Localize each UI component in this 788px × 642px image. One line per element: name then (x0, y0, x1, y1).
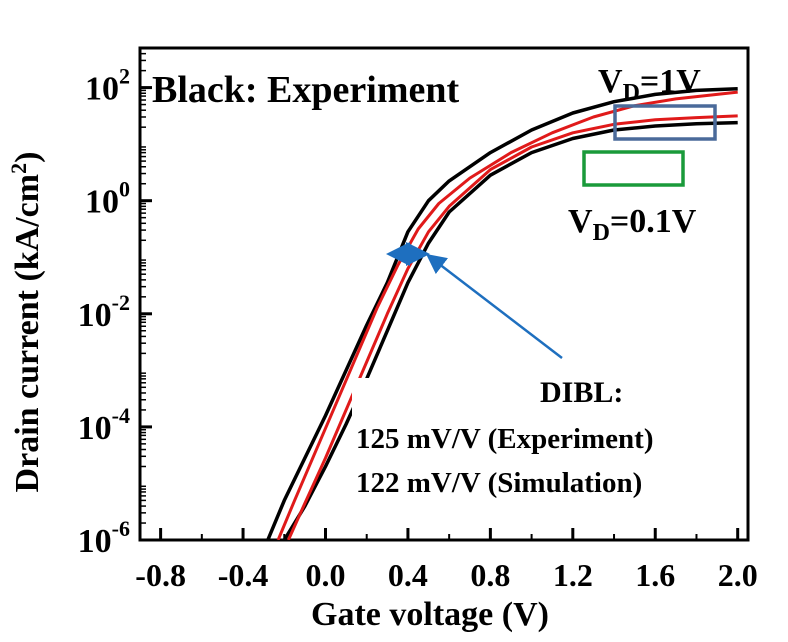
x-tick-label: -0.8 (135, 557, 186, 593)
y-tick-label: 10-2 (78, 290, 130, 334)
experiment-curve (282, 120, 738, 540)
dibl-pointer-line (426, 253, 563, 359)
x-tick-label: -0.4 (218, 557, 269, 593)
x-tick-label: 0.4 (388, 557, 428, 593)
dibl-experiment: 125 mV/V (Experiment) (356, 423, 653, 455)
dibl-simulation: 122 mV/V (Simulation) (356, 467, 642, 499)
vd-high-box (613, 104, 717, 141)
vd-low-box (582, 150, 685, 187)
dibl-text-backdrop (352, 378, 744, 504)
dibl-title: DIBL: (540, 376, 623, 409)
y-axis-ticks: 102 100 10-2 10-4 10-6 (78, 47, 152, 560)
vd-low-label: VD=0.1V (568, 203, 697, 246)
vd-high-label: VD=1V (598, 63, 701, 106)
legend-note: Black: Experiment (152, 69, 459, 111)
y-axis-title: Drain current (kA/cm2) (6, 152, 46, 493)
plot-frame (138, 46, 750, 542)
y-tick-label: 102 (85, 64, 130, 108)
x-tick-label: 0.8 (470, 557, 510, 593)
simulation-curve (287, 114, 738, 540)
x-tick-label: 1.6 (635, 557, 675, 593)
y-tick-label: 10-6 (78, 516, 130, 560)
x-axis-title: Gate voltage (V) (311, 596, 549, 633)
experiment-curve (266, 86, 738, 540)
x-tick-label: 2.0 (718, 557, 758, 593)
x-tick-label: 0.0 (305, 557, 345, 593)
y-tick-label: 100 (85, 177, 130, 221)
x-tick-label: 1.2 (553, 557, 593, 593)
y-tick-label: 10-4 (78, 403, 130, 447)
x-axis-ticks: -0.8 -0.4 0.0 0.4 0.8 1.2 1.6 2.0 (135, 528, 758, 593)
